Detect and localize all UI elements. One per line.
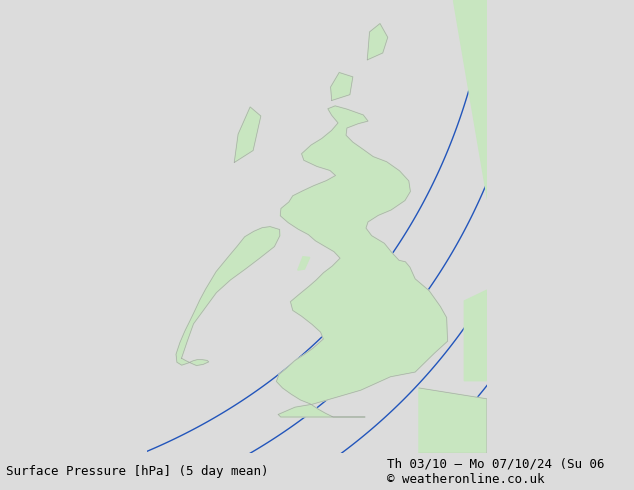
Polygon shape: [367, 24, 388, 60]
Text: Surface Pressure [hPa] (5 day mean): Surface Pressure [hPa] (5 day mean): [6, 465, 269, 478]
Text: Th 03/10 – Mo 07/10/24 (Su 06: Th 03/10 – Mo 07/10/24 (Su 06: [387, 457, 604, 470]
Polygon shape: [235, 107, 261, 163]
Polygon shape: [419, 388, 487, 453]
Text: © weatheronline.co.uk: © weatheronline.co.uk: [387, 473, 544, 486]
Polygon shape: [453, 0, 487, 199]
Polygon shape: [276, 106, 448, 417]
Polygon shape: [298, 257, 310, 270]
Polygon shape: [464, 290, 487, 381]
Polygon shape: [176, 226, 280, 366]
Polygon shape: [330, 73, 353, 100]
